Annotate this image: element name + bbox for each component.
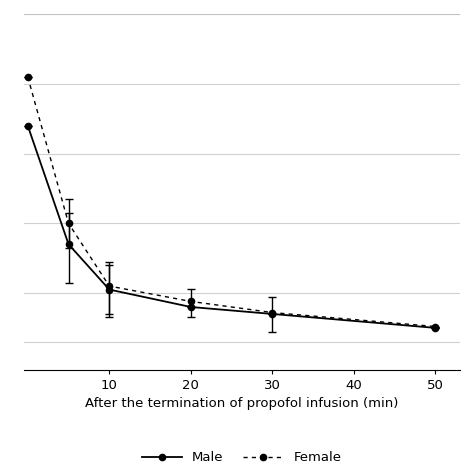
X-axis label: After the termination of propofol infusion (min): After the termination of propofol infusi… bbox=[85, 397, 399, 410]
Legend: Male, Female: Male, Female bbox=[137, 446, 347, 470]
